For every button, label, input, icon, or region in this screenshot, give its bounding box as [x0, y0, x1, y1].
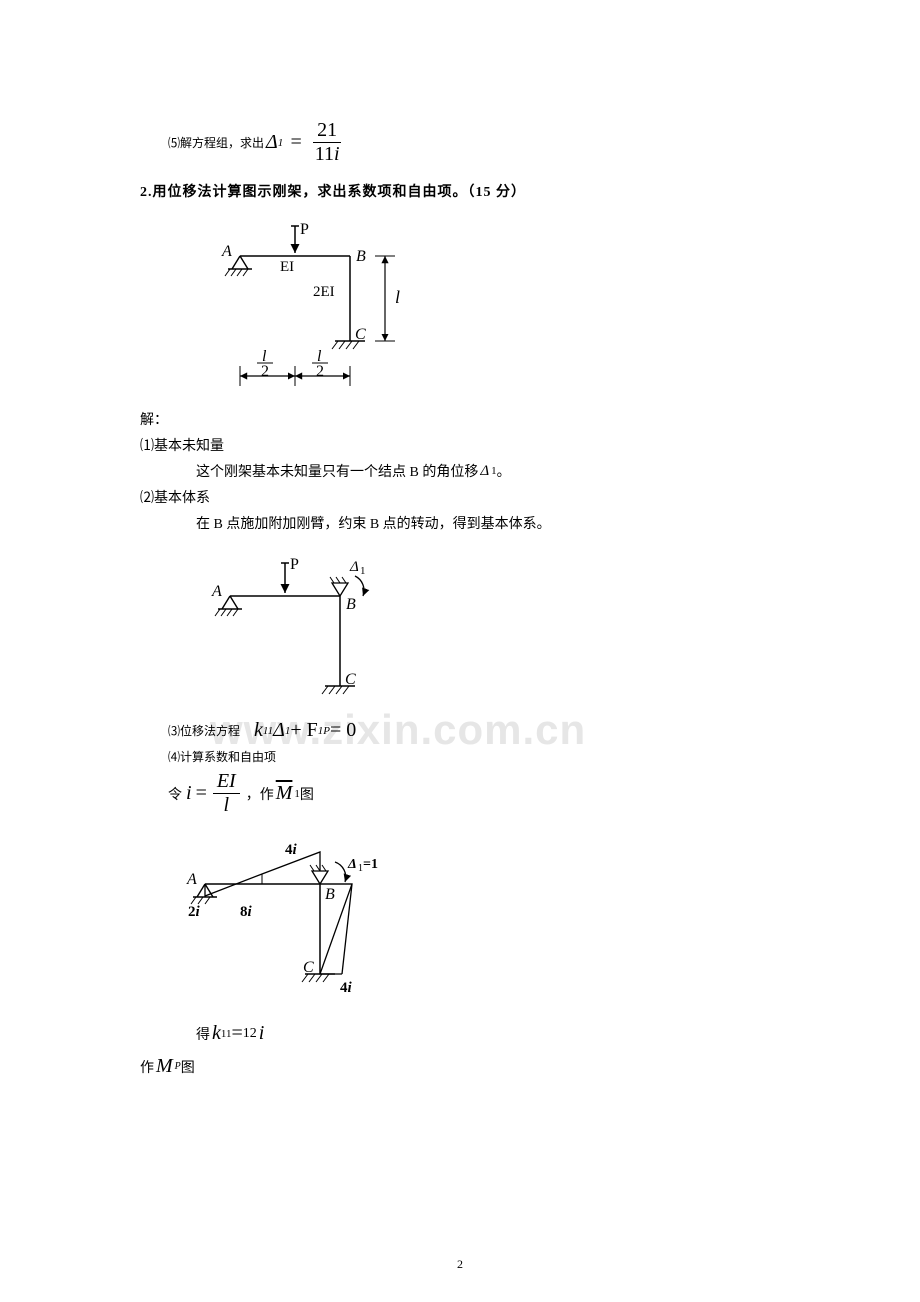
- step-1-title: ⑴基本未知量: [140, 435, 780, 455]
- svg-text:B: B: [356, 248, 366, 265]
- solution-label: 解：: [140, 409, 780, 429]
- diagram-1-frame: P A B C EI 2EI l l 2 l 2: [200, 211, 780, 401]
- diagram-3-m1bar: A B C 2i 8i 4i 4i Δ 1 =1: [170, 824, 780, 1004]
- svg-text:EI: EI: [280, 259, 294, 275]
- step5-prefix: ⑸解方程组，求出: [168, 134, 264, 151]
- svg-text:C: C: [303, 959, 314, 976]
- step-2-body: 在 B 点施加附加刚臂，约束 B 点的转动，得到基本体系。: [196, 513, 780, 533]
- svg-text:2: 2: [261, 363, 269, 380]
- svg-text:Δ: Δ: [349, 559, 359, 575]
- fraction-21-11i: 21 11i: [311, 120, 344, 165]
- k11-result: 得 k 11 = 12 i: [196, 1022, 780, 1045]
- diagram-1-svg: P A B C EI 2EI l l 2 l 2: [200, 211, 440, 401]
- make-mp-diagram: 作 M P 图: [140, 1055, 780, 1078]
- svg-text:P: P: [290, 556, 299, 573]
- svg-text:A: A: [221, 243, 232, 260]
- step-5: ⑸解方程组，求出 Δ 1 = 21 11i: [140, 120, 780, 165]
- svg-text:l: l: [395, 287, 400, 307]
- svg-text:B: B: [346, 596, 356, 613]
- diagram-2-primary-system: P A B C Δ 1: [190, 541, 780, 711]
- svg-text:C: C: [345, 671, 356, 688]
- svg-text:2EI: 2EI: [313, 284, 335, 300]
- svg-text:=1: =1: [363, 857, 378, 872]
- svg-text:1: 1: [360, 565, 366, 577]
- svg-text:A: A: [186, 871, 197, 888]
- svg-text:B: B: [325, 886, 335, 903]
- step-2-title: ⑵基本体系: [140, 487, 780, 507]
- svg-text:8i: 8i: [240, 904, 253, 920]
- page-content: ⑸解方程组，求出 Δ 1 = 21 11i 2.用位移法计算图示刚架，求出系数项…: [140, 120, 780, 1078]
- svg-text:2i: 2i: [188, 904, 201, 920]
- fraction-EI-l: EI l: [213, 771, 240, 816]
- step-3: ⑶位移法方程 k 11 Δ 1 + F 1P = 0: [168, 719, 780, 742]
- diagram-2-svg: P A B C Δ 1: [190, 541, 410, 711]
- step-4-let: 令 i = EI l ，作 M 1 图: [168, 771, 780, 816]
- svg-text:A: A: [211, 583, 222, 600]
- svg-text:4i: 4i: [340, 980, 353, 996]
- equals-1: =: [289, 131, 303, 154]
- delta-symbol: Δ: [266, 131, 278, 154]
- svg-text:Δ: Δ: [347, 857, 357, 872]
- delta-sub: 1: [278, 137, 284, 149]
- step-1-body: 这个刚架基本未知量只有一个结点 B 的角位移 Δ 1 。: [196, 461, 780, 481]
- svg-text:2: 2: [316, 363, 324, 380]
- question-2-title: 2.用位移法计算图示刚架，求出系数项和自由项。（15 分）: [140, 181, 780, 201]
- svg-text:P: P: [300, 221, 309, 238]
- svg-text:4i: 4i: [285, 842, 298, 858]
- diagram-3-svg: A B C 2i 8i 4i 4i Δ 1 =1: [170, 824, 410, 1004]
- page-number: 2: [0, 1257, 920, 1272]
- step-4-title: ⑷计算系数和自由项: [168, 748, 780, 765]
- svg-text:C: C: [355, 326, 366, 343]
